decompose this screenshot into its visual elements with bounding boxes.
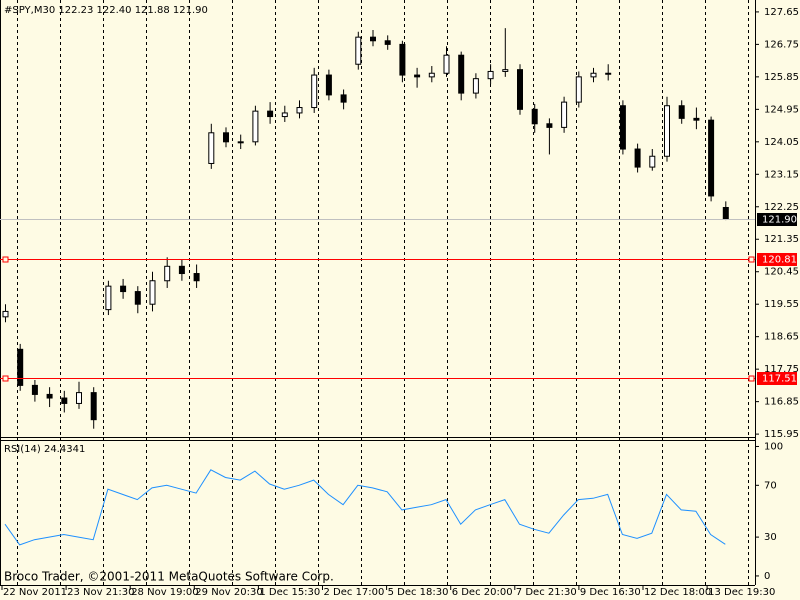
candle-body — [90, 392, 97, 421]
y-tick-label: 122.25 — [764, 202, 799, 213]
level-handle — [2, 375, 9, 382]
y-tick-label: 126.75 — [764, 39, 799, 50]
candle-body — [487, 70, 494, 80]
level-handle — [748, 375, 755, 382]
price-label-box — [757, 213, 797, 226]
candle-body — [458, 54, 465, 94]
y-tick-label: 127.65 — [764, 7, 799, 18]
y-tick-label: 124.05 — [764, 137, 799, 148]
candle-body — [267, 110, 274, 118]
x-tick-label: 13 Dec 19:30 — [708, 587, 775, 598]
candle-body — [605, 72, 612, 75]
candle-body — [252, 110, 259, 143]
rsi-line — [4, 469, 726, 546]
candle-body — [502, 69, 509, 72]
y-tick-label: 117.75 — [764, 364, 799, 375]
chart-title: #SPY,M30 122.23 122.40 121.88 121.90 — [4, 5, 208, 16]
x-tick-label: 22 Nov 2011 — [3, 587, 67, 598]
candle-body — [281, 112, 288, 118]
candle-body — [708, 119, 715, 197]
price-label: 121.90 — [762, 215, 797, 226]
y-tick-label: 0 — [764, 571, 770, 582]
x-tick-label: 28 Nov 19:00 — [131, 587, 198, 598]
candle-body — [120, 285, 127, 293]
price-label-box — [757, 253, 797, 266]
candle-body — [296, 107, 303, 114]
candle-body — [208, 132, 215, 164]
candle-body — [384, 40, 391, 45]
candle-body — [31, 384, 38, 395]
candle-body — [472, 78, 479, 94]
candle-body — [370, 36, 376, 42]
candle-body — [223, 132, 229, 143]
candle-body — [76, 392, 82, 404]
x-tick-label: 29 Nov 20:30 — [195, 587, 262, 598]
candle-body — [17, 348, 24, 386]
y-tick-label: 116.85 — [764, 397, 799, 408]
candle-body — [399, 43, 406, 76]
candle-body — [134, 291, 141, 305]
candle-body — [443, 54, 450, 74]
candle-body — [619, 105, 626, 150]
x-tick-label: 1 Dec 15:30 — [259, 587, 320, 598]
candle-body — [693, 117, 700, 121]
level-handle — [2, 256, 9, 263]
candle-body — [311, 74, 318, 109]
indicator-title: RSI(14) 24.4341 — [4, 444, 85, 455]
y-tick-label: 124.95 — [764, 104, 799, 115]
x-tick-label: 12 Dec 18:00 — [644, 587, 711, 598]
candle-body — [664, 105, 670, 157]
x-tick-label: 23 Nov 21:30 — [67, 587, 134, 598]
x-tick-label: 2 Dec 17:00 — [324, 587, 385, 598]
candle-body — [61, 397, 68, 404]
candle-body — [517, 69, 523, 110]
candle-body — [561, 101, 568, 128]
price-label: 117.51 — [762, 374, 797, 385]
x-tick-label: 5 Dec 18:30 — [388, 587, 449, 598]
candle-body — [178, 265, 185, 275]
candle-body — [105, 285, 112, 311]
price-label: 120.81 — [762, 255, 797, 266]
candle-body — [575, 76, 582, 103]
candle-body — [340, 94, 347, 103]
candle-body — [546, 123, 553, 128]
x-tick-label: 6 Dec 20:00 — [452, 587, 513, 598]
y-tick-label: 100 — [764, 441, 783, 452]
candle-body — [649, 155, 656, 168]
y-tick-label: 115.95 — [764, 429, 799, 440]
candle-body — [634, 148, 641, 168]
candle-body — [237, 141, 244, 144]
y-tick-label: 125.85 — [764, 72, 799, 83]
y-tick-label: 120.45 — [764, 267, 799, 278]
candle-body — [193, 273, 200, 282]
level-handle — [748, 256, 755, 263]
candle-body — [678, 105, 685, 119]
copyright: Broco Trader, ©2001-2011 MetaQuotes Soft… — [4, 570, 334, 584]
y-tick-label: 119.55 — [764, 299, 799, 310]
candle-body — [149, 280, 156, 305]
candle-body — [590, 72, 597, 78]
candle-body — [428, 72, 435, 78]
candle-body — [46, 393, 53, 399]
candle-body — [325, 74, 332, 96]
y-tick-label: 121.35 — [764, 234, 799, 245]
price-label-box — [757, 372, 797, 385]
x-tick-label: 9 Dec 16:30 — [580, 587, 641, 598]
candle-body — [722, 206, 729, 220]
y-tick-label: 70 — [764, 480, 777, 491]
candle-body — [164, 265, 171, 282]
candle-body — [355, 36, 362, 65]
candle-body — [414, 74, 421, 78]
y-tick-label: 118.65 — [764, 332, 799, 343]
candle-body — [531, 108, 538, 125]
candle-body — [2, 310, 9, 318]
y-tick-label: 123.15 — [764, 169, 799, 180]
y-tick-label: 30 — [764, 532, 777, 543]
x-tick-label: 7 Dec 21:30 — [516, 587, 577, 598]
